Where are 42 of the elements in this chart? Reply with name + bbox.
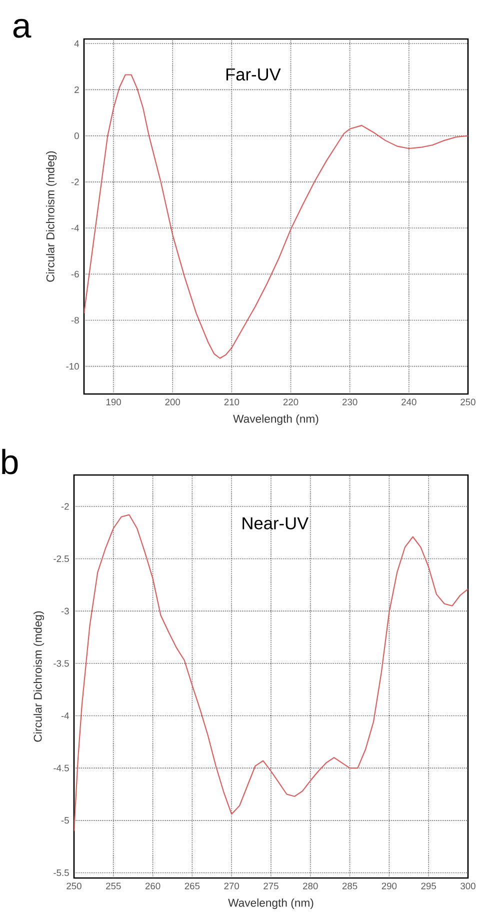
x-tick-label: 220 xyxy=(283,398,298,406)
x-axis-title: Wavelength (nm) xyxy=(228,898,314,910)
x-tick-label: 250 xyxy=(66,882,82,890)
x-tick-label: 295 xyxy=(421,882,436,890)
chart-title: b xyxy=(2,448,18,474)
y-tick-label: 0 xyxy=(74,132,79,140)
annotation: Near-UV xyxy=(242,517,309,530)
y-axis-title: Circular Dichroism (mdeg) xyxy=(46,151,57,282)
y-tick-label: -8 xyxy=(71,316,79,324)
x-axis-title: Wavelength (nm) xyxy=(233,414,318,426)
x-tick-label: 290 xyxy=(382,882,397,890)
y-tick-label: -3.5 xyxy=(54,660,69,667)
x-tick-label: 190 xyxy=(106,398,121,406)
chart-title: a xyxy=(13,18,32,38)
y-axis-title: Circular Dichroism (mdeg) xyxy=(33,611,44,742)
x-tick-label: 300 xyxy=(460,882,476,890)
x-tick-label: 275 xyxy=(264,882,278,890)
y-tick-label: 2 xyxy=(74,86,79,93)
y-tick-label: -6 xyxy=(71,270,79,278)
annotation: Far-UV xyxy=(226,68,281,81)
x-tick-label: 200 xyxy=(165,398,180,406)
y-tick-label: -4.5 xyxy=(54,764,69,772)
x-tick-label: 285 xyxy=(342,882,358,890)
y-tick-label: -4 xyxy=(61,712,70,719)
x-tick-label: 250 xyxy=(460,398,476,406)
x-tick-label: 265 xyxy=(184,882,200,890)
x-tick-label: 270 xyxy=(224,882,240,890)
x-tick-label: 255 xyxy=(106,882,121,890)
y-tick-label: 4 xyxy=(74,40,80,47)
y-tick-label: -4 xyxy=(71,224,80,232)
y-tick-label: -10 xyxy=(66,363,79,370)
x-tick-label: 280 xyxy=(303,882,318,890)
x-tick-label: 210 xyxy=(224,398,240,406)
x-tick-label: 260 xyxy=(145,882,160,890)
y-tick-label: -2 xyxy=(61,503,69,510)
y-tick-label: -5.5 xyxy=(54,870,69,876)
x-tick-label: 240 xyxy=(402,398,416,406)
x-tick-label: 230 xyxy=(342,398,358,406)
y-tick-label: -3 xyxy=(61,608,69,614)
y-tick-label: -2.5 xyxy=(54,555,69,562)
y-tick-label: -2 xyxy=(71,178,79,186)
y-tick-label: -5 xyxy=(61,817,69,824)
